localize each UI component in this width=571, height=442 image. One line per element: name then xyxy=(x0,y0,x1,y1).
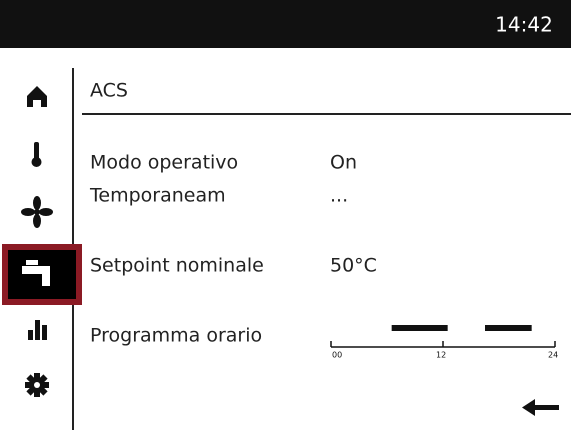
back-arrow[interactable] xyxy=(522,399,559,416)
schedule-segment xyxy=(391,325,448,331)
settings-icon[interactable] xyxy=(25,373,49,397)
row-label: Setpoint nominale xyxy=(90,255,264,277)
row-label: Programma orario xyxy=(90,325,262,347)
fan-icon[interactable] xyxy=(21,196,53,228)
row-value: On xyxy=(330,152,357,174)
schedule-tick-label: 00 xyxy=(332,351,342,360)
schedule-segment xyxy=(485,325,532,331)
energy-icon[interactable] xyxy=(28,320,47,340)
row-label: Temporaneam xyxy=(89,185,226,207)
temperature-icon[interactable] xyxy=(31,142,42,167)
clock: 14:42 xyxy=(495,13,553,37)
page-title: ACS xyxy=(90,80,128,102)
schedule-tick-label: 24 xyxy=(548,351,558,360)
schedule-tick-label: 12 xyxy=(436,351,446,360)
row-label: Modo operativo xyxy=(90,152,238,174)
row-value: 50°C xyxy=(330,255,377,277)
home-icon[interactable] xyxy=(27,86,47,107)
top-bar xyxy=(0,0,571,48)
row-value: ... xyxy=(330,185,348,207)
tap-icon xyxy=(22,260,50,286)
